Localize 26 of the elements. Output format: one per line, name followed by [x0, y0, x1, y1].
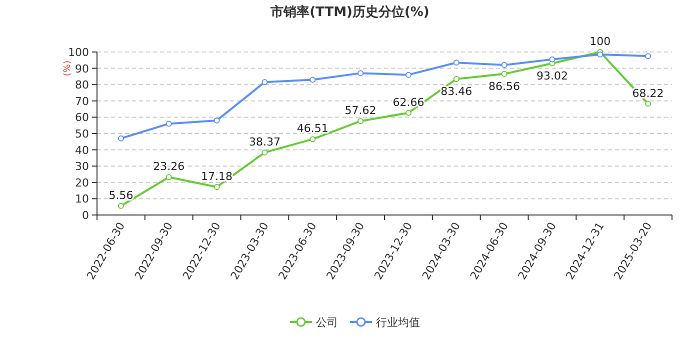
y-tick-label: 90	[75, 62, 89, 76]
data-label: 17.18	[201, 170, 233, 183]
legend-label: 行业均值	[376, 316, 420, 329]
data-label: 93.02	[536, 69, 568, 82]
y-tick-label: 0	[82, 209, 89, 222]
data-label: 38.37	[248, 135, 280, 148]
chart-title: 市销率(TTM)历史分位(%)	[270, 4, 430, 20]
y-tick-label: 100	[68, 46, 89, 59]
y-tick-label: 10	[75, 192, 89, 206]
y-tick-label: 30	[75, 160, 89, 174]
y-tick-label: 20	[75, 176, 89, 190]
data-label: 46.51	[296, 122, 328, 136]
y-tick-label: 60	[75, 111, 89, 124]
data-label: 100	[590, 35, 611, 48]
data-label: 5.56	[108, 188, 134, 202]
y-tick-label: 50	[75, 128, 89, 140]
data-label: 83.46	[440, 84, 472, 98]
data-label: 86.56	[488, 80, 520, 93]
legend-label: 公司	[316, 316, 338, 329]
data-label: 62.66	[392, 96, 424, 109]
data-label: 23.26	[153, 160, 185, 174]
y-tick-label: 80	[75, 78, 89, 92]
y-axis-title: (%)	[63, 60, 73, 76]
y-tick-label: 40	[75, 144, 89, 157]
data-label: 57.62	[344, 104, 376, 118]
y-tick-label: 70	[75, 94, 89, 108]
